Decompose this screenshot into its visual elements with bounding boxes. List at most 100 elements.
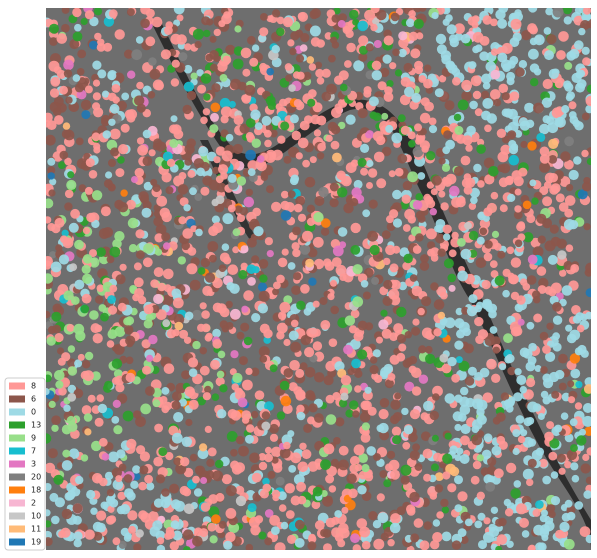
cell — [474, 520, 483, 529]
cell — [585, 534, 591, 544]
cell — [359, 526, 370, 538]
cell — [460, 535, 469, 544]
cell — [564, 136, 574, 147]
cell — [376, 493, 385, 502]
cell — [564, 61, 573, 70]
cell — [376, 9, 387, 21]
cell — [73, 323, 85, 335]
cell — [132, 472, 141, 481]
cell — [240, 322, 250, 332]
cell — [209, 35, 217, 43]
cell — [334, 103, 343, 112]
cell — [449, 445, 459, 455]
cell — [472, 90, 482, 100]
cell — [239, 207, 248, 216]
cell — [213, 156, 221, 164]
cell — [548, 510, 556, 518]
cell — [133, 543, 142, 550]
cell — [484, 124, 492, 133]
cell — [570, 264, 580, 273]
cell — [89, 16, 99, 27]
cell — [59, 85, 68, 95]
cell — [178, 329, 189, 339]
cell — [472, 398, 484, 410]
cell — [273, 463, 283, 473]
cell — [410, 533, 420, 543]
cell — [123, 488, 134, 498]
cell — [373, 538, 385, 550]
cell — [367, 230, 378, 242]
cell — [155, 474, 166, 484]
cell — [84, 186, 93, 195]
cell — [378, 319, 389, 330]
cell — [241, 94, 249, 102]
cell — [518, 167, 528, 177]
cell — [332, 152, 342, 163]
cell — [109, 284, 118, 293]
cell — [137, 295, 147, 305]
cell — [517, 318, 525, 326]
cell — [312, 486, 323, 497]
cell — [258, 531, 267, 540]
cell — [554, 79, 564, 89]
cell — [119, 263, 127, 271]
legend-swatch — [9, 512, 25, 520]
cell — [199, 347, 207, 355]
cell — [519, 386, 527, 394]
cell — [501, 92, 510, 101]
cell — [455, 307, 463, 316]
cell — [306, 56, 315, 64]
cell — [539, 146, 550, 157]
cell — [541, 97, 553, 108]
cell — [526, 478, 534, 487]
cell — [251, 410, 259, 419]
cell — [73, 539, 82, 548]
cell — [69, 39, 80, 50]
cell — [308, 327, 319, 338]
cell — [296, 411, 306, 421]
cell — [412, 245, 422, 254]
cell — [134, 167, 144, 178]
legend-swatch — [9, 408, 25, 416]
cell — [411, 386, 422, 396]
cell — [67, 358, 77, 368]
cell — [245, 188, 253, 197]
cell — [545, 8, 554, 16]
cell — [278, 504, 287, 512]
cell — [172, 530, 183, 541]
cell — [454, 318, 465, 329]
cell — [308, 277, 317, 286]
cell — [402, 224, 411, 232]
cell — [230, 78, 242, 90]
cell — [408, 432, 418, 443]
cell — [312, 341, 323, 351]
cell — [173, 313, 185, 325]
cell — [72, 503, 83, 514]
cell — [585, 95, 591, 107]
cell — [371, 60, 382, 71]
cell — [182, 529, 194, 540]
cell — [87, 394, 96, 403]
cell — [476, 491, 485, 500]
cell — [522, 200, 532, 210]
cell — [536, 266, 547, 276]
cell — [200, 186, 210, 196]
cell — [414, 65, 423, 75]
cell — [567, 396, 576, 404]
cell — [556, 453, 566, 463]
cell — [64, 189, 74, 199]
cell — [491, 373, 501, 383]
cell — [108, 9, 118, 18]
cell — [276, 16, 285, 25]
cell — [84, 529, 95, 540]
cell — [419, 112, 431, 124]
cell — [192, 536, 203, 547]
cell — [256, 160, 267, 172]
cell — [382, 296, 393, 306]
cell — [307, 541, 317, 550]
cell — [107, 305, 118, 315]
cell — [315, 68, 324, 78]
cell — [46, 216, 52, 224]
cell — [251, 472, 262, 483]
cell — [512, 447, 520, 456]
